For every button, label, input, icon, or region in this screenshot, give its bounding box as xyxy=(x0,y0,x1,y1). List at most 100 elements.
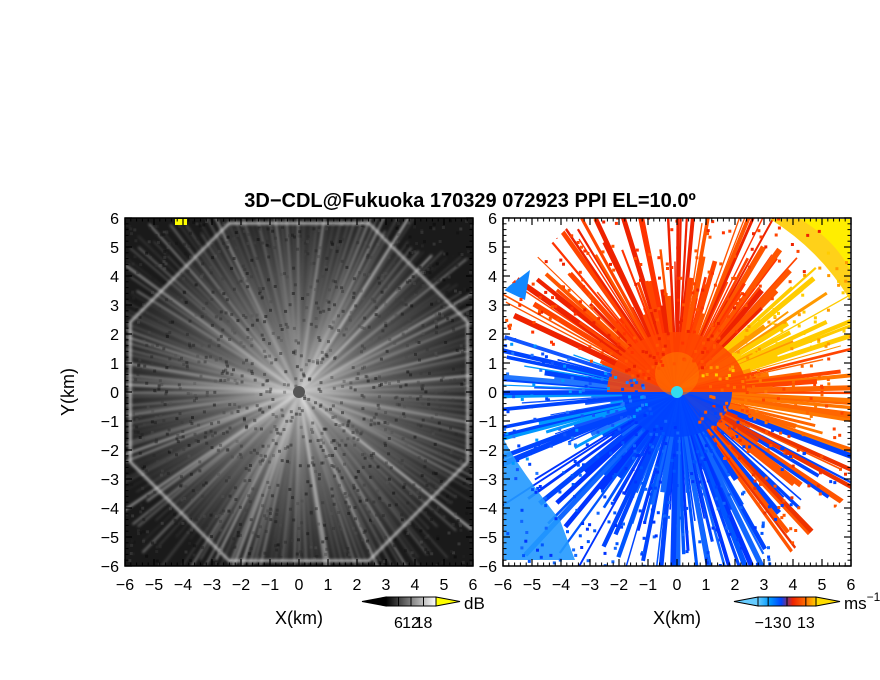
speckle xyxy=(424,548,428,552)
speckle xyxy=(407,221,411,225)
speckle xyxy=(143,465,146,469)
y-tick-label: 0 xyxy=(488,385,497,402)
speckle xyxy=(360,344,364,348)
reflectivity-beam xyxy=(298,391,350,566)
velocity-pixel xyxy=(725,377,729,380)
speckle xyxy=(379,357,383,361)
velocity-pixel xyxy=(718,419,722,423)
speckle xyxy=(258,291,262,295)
speckle xyxy=(356,430,360,434)
speckle xyxy=(235,381,239,385)
speckle xyxy=(157,384,161,388)
speckle xyxy=(250,344,254,348)
velocity-pixel xyxy=(744,398,748,402)
velocity-pixel xyxy=(706,338,710,342)
speckle xyxy=(129,552,133,555)
speckle xyxy=(307,397,311,401)
speckle xyxy=(330,440,334,444)
velocity-pixel xyxy=(706,229,710,233)
reflectivity-beam xyxy=(125,391,300,413)
velocity-pixel xyxy=(607,520,611,524)
x-tick-label: −5 xyxy=(523,577,541,594)
speckle xyxy=(331,320,335,324)
velocity-pixel xyxy=(763,511,767,515)
speckle xyxy=(214,540,218,544)
speckle xyxy=(384,461,388,465)
speckle xyxy=(168,331,172,335)
speckle xyxy=(455,264,459,268)
speckle xyxy=(348,315,352,319)
speckle xyxy=(441,375,445,379)
velocity-pixel xyxy=(749,376,753,380)
speckle xyxy=(459,344,463,348)
velocity-pixel xyxy=(725,526,728,530)
speckle xyxy=(289,443,293,447)
speckle xyxy=(250,275,253,279)
speckle xyxy=(434,313,438,317)
speckle xyxy=(406,561,410,565)
speckle xyxy=(314,507,318,511)
velocity-pixel xyxy=(597,317,601,321)
velocity-pixel xyxy=(791,464,795,468)
velocity-pixel xyxy=(649,443,652,447)
speckle xyxy=(428,371,431,375)
velocity-pixel xyxy=(674,164,677,167)
speckle xyxy=(241,264,245,268)
x-tick-label: 0 xyxy=(295,577,304,594)
speckle xyxy=(404,391,408,395)
speckle xyxy=(144,469,148,473)
speckle xyxy=(220,371,224,375)
reflectivity-beam xyxy=(298,391,457,532)
speckle xyxy=(164,392,168,396)
speckle xyxy=(249,547,253,550)
velocity-pixel xyxy=(635,454,639,458)
speckle xyxy=(426,551,430,555)
speckle xyxy=(135,425,139,429)
reflectivity-beam xyxy=(298,292,461,393)
speckle xyxy=(260,296,264,300)
speckle xyxy=(400,513,404,517)
speckle xyxy=(372,521,375,525)
velocity-pixel xyxy=(592,413,595,417)
speckle xyxy=(255,256,259,260)
speckle xyxy=(167,241,171,245)
speckle xyxy=(454,432,458,436)
speckle xyxy=(460,382,464,386)
speckle xyxy=(301,435,305,439)
speckle xyxy=(245,424,249,428)
y-tick-label: −3 xyxy=(479,472,497,489)
velocity-pixel xyxy=(820,393,824,397)
speckle xyxy=(215,514,218,518)
speckle xyxy=(236,455,240,459)
speckle xyxy=(259,453,263,457)
speckle xyxy=(411,554,415,558)
velocity-pixel xyxy=(614,328,618,332)
speckle xyxy=(315,301,318,305)
speckle xyxy=(434,322,438,326)
speckle xyxy=(201,494,205,498)
speckle xyxy=(318,246,322,250)
speckle xyxy=(344,443,348,447)
speckle xyxy=(430,552,434,556)
velocity-pixel xyxy=(651,365,655,369)
speckle xyxy=(404,526,408,530)
velocity-pixel xyxy=(743,429,747,433)
velocity-pixel xyxy=(783,451,787,455)
velocity-pixel xyxy=(711,271,714,275)
reflectivity-beam xyxy=(137,235,300,393)
speckle xyxy=(194,313,198,317)
speckle xyxy=(292,518,296,522)
velocity-pixel xyxy=(770,297,774,301)
velocity-pixel xyxy=(606,387,610,390)
velocity-pixel xyxy=(503,427,507,431)
speckle xyxy=(205,393,209,397)
speckle xyxy=(353,388,357,392)
speckle xyxy=(253,378,257,382)
velocity-pixel xyxy=(489,405,492,408)
velocity-pixel xyxy=(777,226,781,230)
velocity-pixel xyxy=(723,457,726,460)
speckle xyxy=(363,504,367,508)
speckle xyxy=(366,253,370,257)
speckle xyxy=(256,555,260,559)
speckle xyxy=(165,390,169,394)
